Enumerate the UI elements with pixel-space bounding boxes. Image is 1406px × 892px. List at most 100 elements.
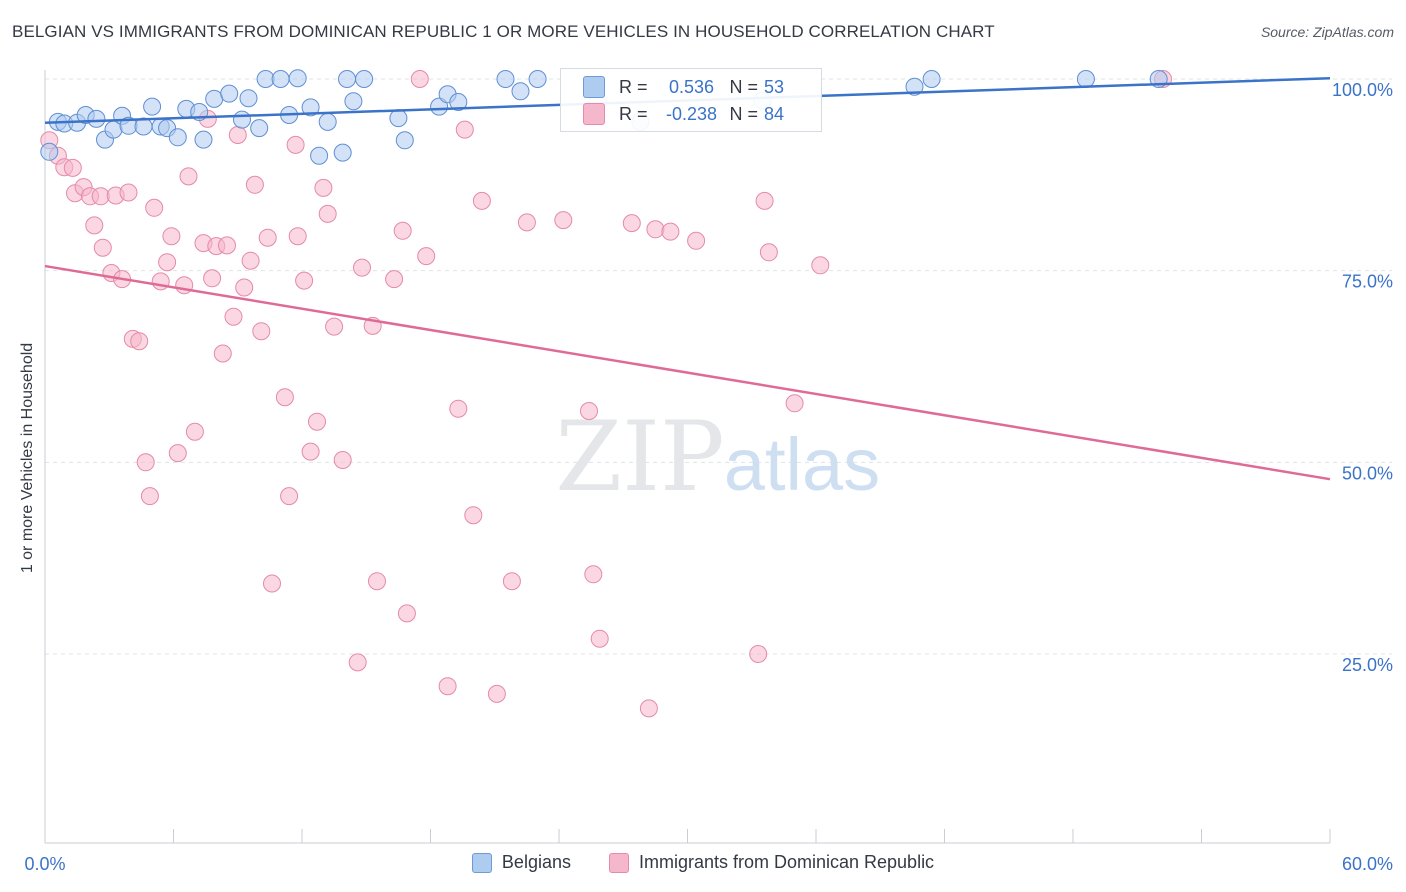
belgian-point: [87, 109, 106, 128]
legend-label-dominican: Immigrants from Dominican Republic: [638, 852, 935, 872]
y-axis-label: 1 or more Vehicles in Household: [19, 342, 36, 574]
dominican-point: [168, 444, 187, 463]
dominican-point: [393, 221, 412, 240]
dominican-point: [63, 158, 82, 177]
legend-swatch-dominican: [608, 852, 629, 873]
source-label: Source: ZipAtlas.com: [1260, 24, 1394, 40]
chart-legend: Belgians Immigrants from Dominican Repub…: [0, 852, 1406, 873]
dominican-point: [487, 684, 506, 703]
dominican-point: [348, 653, 367, 672]
watermark-zip: ZIP: [555, 401, 724, 513]
dominican-point: [119, 183, 138, 202]
dominican-point: [759, 243, 778, 262]
belgian-point: [338, 70, 356, 88]
dominican-point: [235, 278, 254, 297]
dominican-point: [472, 191, 491, 210]
dominican-point: [91, 187, 110, 206]
y-tick-label: 50.0%: [1342, 463, 1393, 483]
axes: [44, 70, 1331, 844]
belgian-point: [528, 70, 547, 88]
dominican-point: [93, 238, 112, 257]
belgians-swatch: [583, 76, 605, 98]
belgian-point: [511, 82, 530, 101]
dominican-point: [145, 198, 164, 217]
dominican-swatch: [583, 103, 605, 125]
dominican-point: [228, 126, 247, 144]
dominican-point: [158, 253, 177, 272]
dominican-point: [280, 487, 299, 506]
y-tick-label: 75.0%: [1342, 272, 1393, 292]
dominican-point: [517, 213, 536, 232]
dominican-point: [811, 256, 830, 275]
dominican-point: [417, 247, 436, 266]
belgian-point: [239, 89, 258, 108]
dominican-point: [661, 222, 680, 241]
belgian-point: [233, 110, 251, 129]
n-value: 84: [764, 103, 785, 124]
dominican-point: [245, 175, 264, 194]
dominican-point: [590, 629, 609, 648]
y-tick-label: 25.0%: [1342, 655, 1393, 675]
dominican-point: [85, 216, 104, 235]
belgian-point: [288, 69, 307, 88]
dominican-point: [136, 453, 155, 472]
stats-row-dominican: R = -0.238 N = 84: [583, 100, 784, 128]
n-label: N =: [729, 103, 759, 124]
belgian-point: [194, 130, 213, 149]
dominican-point: [755, 191, 774, 210]
belgian-point: [40, 142, 59, 161]
dominican-point: [318, 204, 337, 223]
dominican-point: [140, 487, 159, 506]
n-label: N =: [729, 76, 759, 97]
dominican-point: [584, 565, 603, 584]
belgian-point: [318, 112, 337, 131]
dominican-point: [295, 271, 314, 290]
dominican-point: [646, 220, 665, 239]
dominican-point: [449, 399, 468, 418]
dominican-point: [308, 412, 326, 431]
dominican-point: [130, 332, 149, 351]
dominican-point: [258, 228, 277, 247]
belgian-point: [310, 146, 329, 165]
belgian-point: [395, 131, 414, 150]
dominican-point: [263, 574, 281, 593]
dominican-point: [286, 135, 305, 154]
legend-item-belgians[interactable]: Belgians: [471, 852, 571, 873]
dominican-point: [639, 699, 658, 718]
dominican-point: [241, 251, 260, 270]
dominican-point: [580, 402, 598, 420]
x-tick-label: 0.0%: [24, 854, 65, 874]
dominican-trend-line: [44, 264, 1331, 481]
belgian-point: [301, 98, 320, 117]
dominican-point: [179, 167, 198, 186]
legend-item-dominican[interactable]: Immigrants from Dominican Republic: [608, 852, 935, 873]
belgian-point: [389, 109, 408, 128]
stats-legend: R = 0.536 N = 53 R = -0.238 N = 84: [560, 68, 822, 132]
dominican-point: [162, 227, 181, 246]
dominican-point: [464, 506, 483, 525]
dominican-point: [455, 120, 474, 139]
dominican-point: [749, 645, 768, 663]
dominican-point: [622, 214, 641, 233]
belgian-point: [1076, 70, 1095, 88]
legend-swatch-belgians: [471, 852, 492, 873]
belgian-point: [905, 77, 924, 96]
watermark: ZIP atlas: [555, 401, 880, 513]
belgian-point: [256, 70, 275, 88]
dominican-point: [333, 451, 352, 469]
tick-labels: 25.0% 50.0% 75.0% 100.0% 0.0% 60.0%: [24, 80, 1393, 874]
dominican-point: [438, 677, 457, 696]
dominican-point: [275, 388, 294, 407]
belgian-point: [430, 97, 449, 116]
y-tick-label: 100.0%: [1332, 80, 1393, 100]
dominican-point: [203, 269, 222, 288]
dominican-point: [502, 572, 521, 591]
dominican-point: [301, 442, 320, 461]
belgian-point: [271, 70, 290, 88]
dominican-point: [314, 178, 333, 197]
belgian-point: [922, 70, 941, 88]
legend-label-belgians: Belgians: [501, 852, 571, 872]
grid-lines: [45, 78, 1392, 655]
belgian-point: [143, 97, 162, 116]
